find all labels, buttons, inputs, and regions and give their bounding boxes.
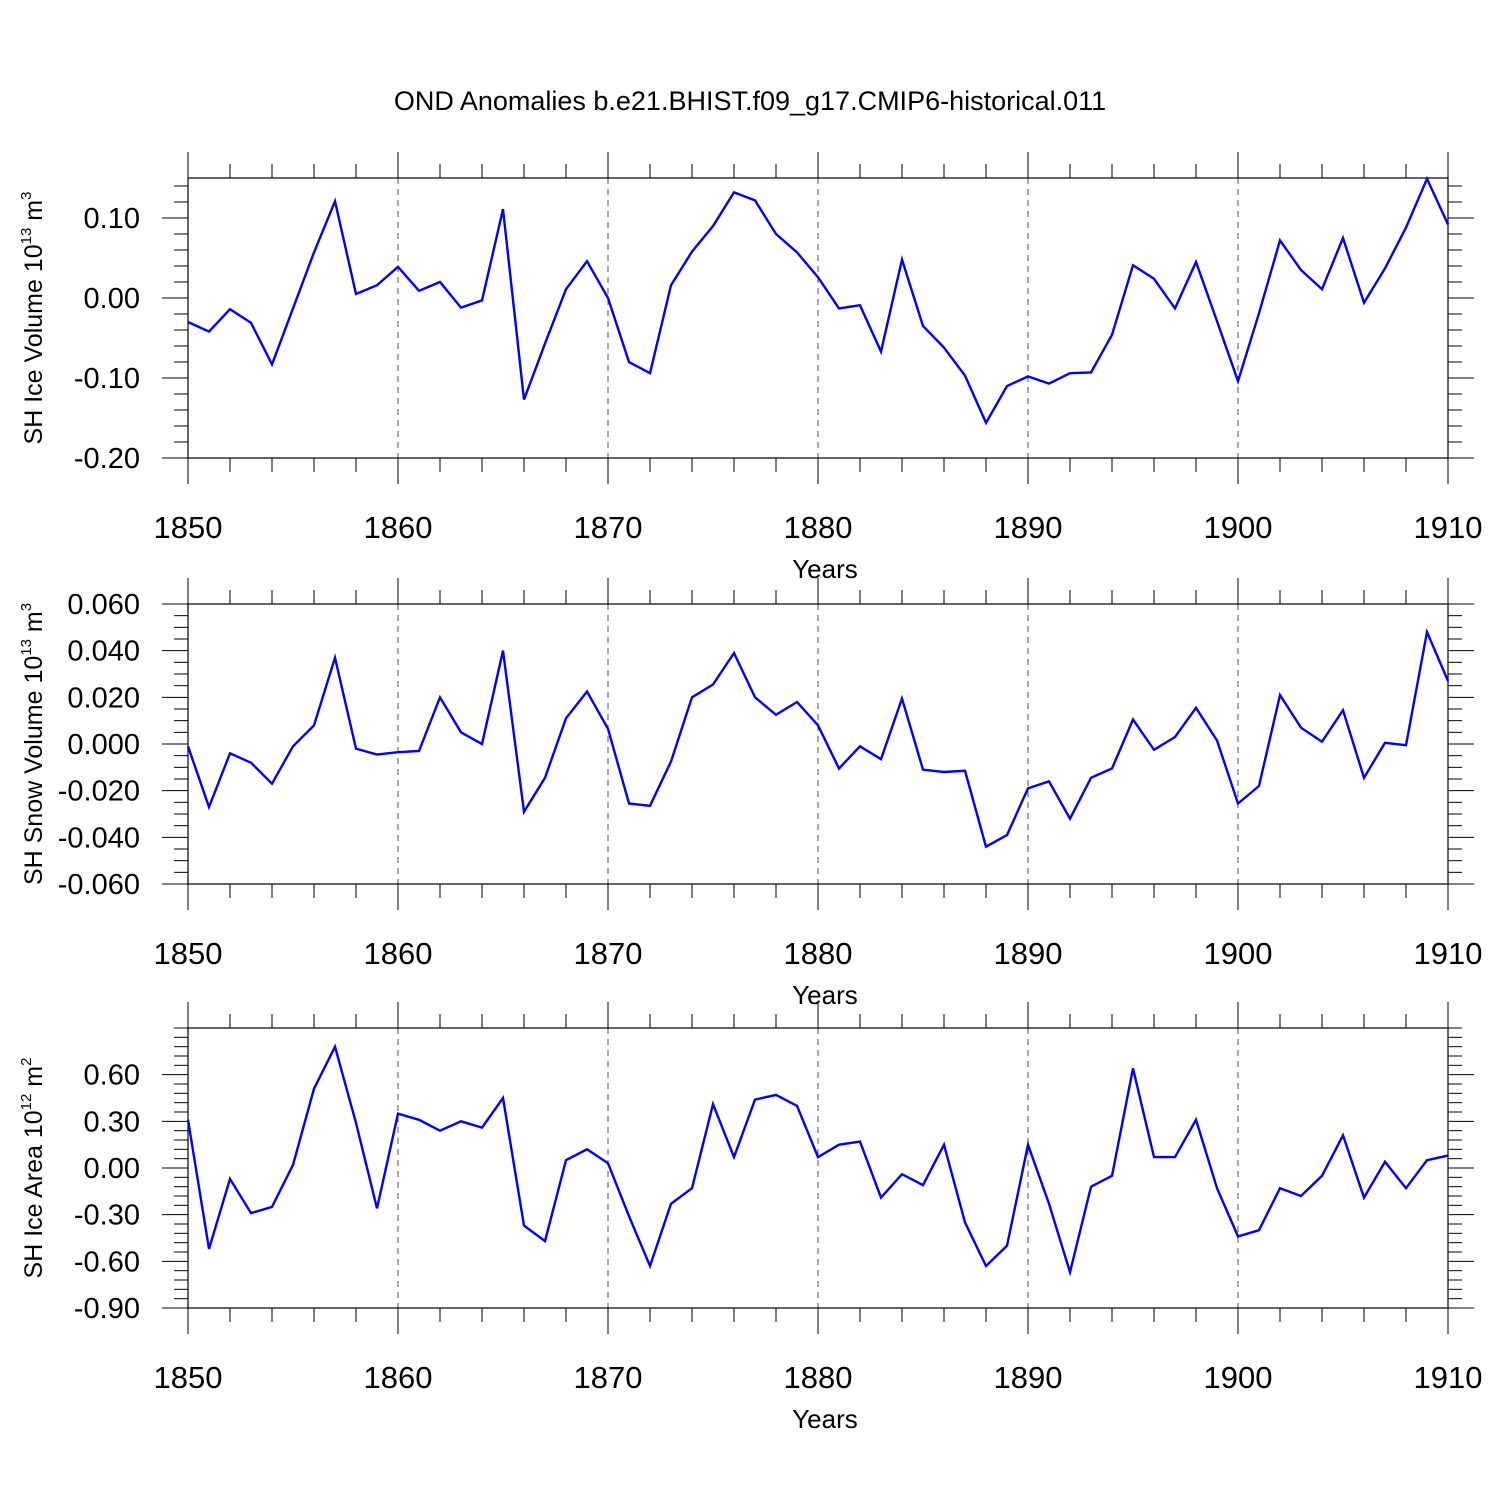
y-axis-title-unit-exponent: 3 (18, 192, 35, 200)
y-tick-label: 0.60 (84, 1060, 140, 1092)
y-tick-label: -0.10 (74, 363, 140, 395)
x-tick-label: 1870 (574, 936, 643, 971)
y-tick-label: -0.020 (58, 776, 140, 808)
x-tick-label: 1860 (364, 1360, 433, 1395)
y-axis-title-unit-exponent: 3 (18, 603, 35, 611)
x-tick-label: 1880 (784, 1360, 853, 1395)
plot-frame (187, 177, 1449, 459)
y-tick-label: 0.10 (84, 203, 140, 235)
y-tick-label: -0.20 (74, 443, 140, 475)
x-tick-label: 1890 (994, 936, 1063, 971)
y-tick-label: 0.040 (67, 636, 140, 668)
x-tick-label: 1850 (154, 510, 223, 545)
y-axis-title-text: SH Snow Volume 10 (20, 656, 48, 885)
y-axis-title-text: SH Ice Area 10 (20, 1110, 48, 1278)
x-tick-label: 1900 (1204, 936, 1273, 971)
y-tick-label: 0.060 (67, 589, 140, 621)
y-tick-label: 0.30 (84, 1106, 140, 1138)
y-tick-label: 0.020 (67, 682, 140, 714)
series-line (187, 175, 1450, 426)
x-tick-label: 1900 (1204, 510, 1273, 545)
y-axis-title: SH Ice Area 1012 m2 (18, 1058, 48, 1279)
x-tick-label: 1870 (574, 510, 643, 545)
x-tick-label: 1880 (784, 936, 853, 971)
x-tick-label: 1860 (364, 510, 433, 545)
x-tick-label: 1850 (154, 1360, 223, 1395)
x-axis-title: Years (792, 980, 858, 1010)
x-tick-label: 1880 (784, 510, 853, 545)
y-axis-title: SH Ice Volume 1013 m3 (18, 192, 48, 445)
x-tick-label: 1850 (154, 936, 223, 971)
y-tick-label: 0.00 (84, 283, 140, 315)
y-tick-label: -0.060 (58, 869, 140, 901)
y-tick-label: -0.30 (74, 1200, 140, 1232)
plot-frame (187, 603, 1449, 885)
x-tick-label: 1900 (1204, 1360, 1273, 1395)
y-axis-title-unit: m (20, 611, 48, 639)
panel-1: 1850 1860 1870 1880 1890 1900 1910 Years -0.20 -0… (18, 152, 1482, 584)
y-tick-label: -0.040 (58, 822, 140, 854)
y-axis-title-exponent: 13 (18, 639, 35, 656)
x-tick-label: 1910 (1414, 936, 1483, 971)
x-tick-label: 1890 (994, 1360, 1063, 1395)
x-tick-label: 1860 (364, 936, 433, 971)
y-axis-title-exponent: 13 (18, 228, 35, 245)
series-line (186, 1043, 1449, 1277)
x-tick-label: 1890 (994, 510, 1063, 545)
plot-frame (187, 1027, 1449, 1309)
panel-2: 1850 1860 1870 1880 1890 1900 1910 Years -0.060 -… (18, 578, 1482, 1010)
y-axis-title-unit: m (20, 200, 48, 228)
y-axis-title: SH Snow Volume 1013 m3 (18, 603, 48, 885)
series-line (186, 627, 1450, 849)
y-axis-title-text: SH Ice Volume 10 (20, 244, 48, 444)
y-axis-title-exponent: 12 (18, 1094, 35, 1111)
x-tick-label: 1910 (1414, 510, 1483, 545)
x-tick-label: 1870 (574, 1360, 643, 1395)
x-axis-title: Years (792, 554, 858, 584)
panel-3: 1850 1860 1870 1880 1890 1900 1910 Years -0.90 -0… (18, 1002, 1482, 1434)
y-axis-title-unit-exponent: 2 (18, 1058, 35, 1066)
y-axis-title-unit: m (20, 1066, 48, 1094)
x-tick-label: 1910 (1414, 1360, 1483, 1395)
y-tick-label: -0.60 (74, 1246, 140, 1278)
chart-title: OND Anomalies b.e21.BHIST.f09_g17.CMIP6-… (393, 86, 1107, 116)
y-tick-label: 0.000 (67, 729, 140, 761)
x-axis-title: Years (792, 1404, 858, 1434)
y-tick-label: 0.00 (84, 1153, 140, 1185)
y-tick-label: -0.90 (74, 1293, 140, 1325)
